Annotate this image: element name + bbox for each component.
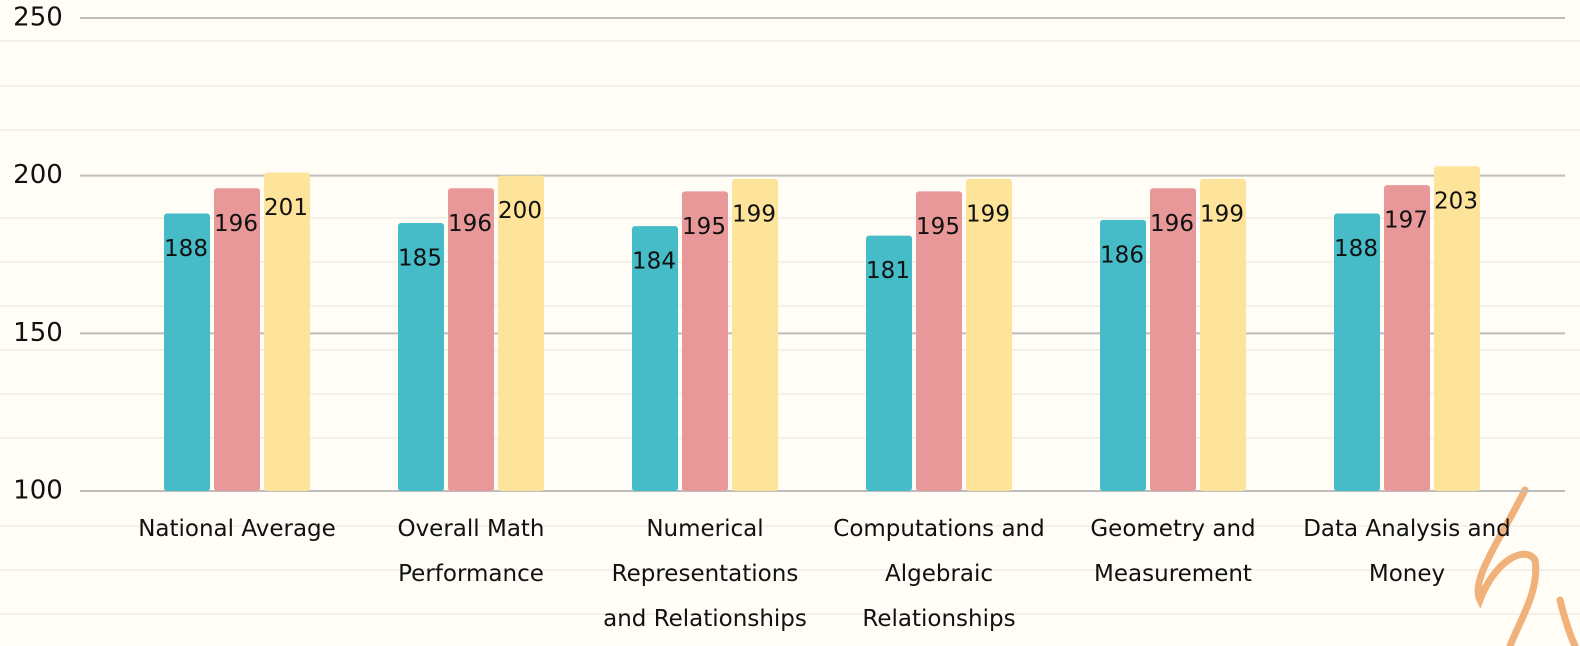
value-label: 200 bbox=[498, 198, 542, 224]
bar bbox=[1384, 185, 1430, 492]
bar bbox=[398, 222, 444, 491]
value-label: 199 bbox=[1200, 201, 1244, 227]
value-label: 196 bbox=[1150, 211, 1194, 237]
y-tick-label: 150 bbox=[13, 318, 63, 348]
value-label: 188 bbox=[164, 236, 208, 262]
value-label: 197 bbox=[1384, 208, 1428, 234]
value-label: 196 bbox=[214, 211, 258, 237]
value-label: 181 bbox=[866, 258, 910, 284]
value-label: 188 bbox=[1334, 236, 1378, 262]
x-tick-label: National Average bbox=[138, 516, 336, 542]
bar bbox=[164, 213, 210, 492]
bar bbox=[264, 172, 310, 491]
x-tick-label: Data Analysis and Money bbox=[1303, 516, 1511, 587]
paper-lines bbox=[0, 40, 1580, 615]
bar bbox=[966, 178, 1012, 491]
bar bbox=[866, 235, 912, 491]
value-label: 203 bbox=[1434, 189, 1478, 215]
bar bbox=[916, 191, 962, 491]
decoration bbox=[1474, 486, 1579, 646]
x-tick-label: Computations and Algebraic Relationships bbox=[833, 516, 1045, 632]
bar bbox=[214, 188, 260, 491]
value-label: 201 bbox=[264, 195, 308, 221]
bar bbox=[1100, 219, 1146, 491]
value-label: 195 bbox=[682, 214, 726, 240]
bar bbox=[1150, 188, 1196, 491]
x-tick-label: Geometry and Measurement bbox=[1090, 516, 1256, 587]
bar bbox=[448, 188, 494, 491]
bar bbox=[498, 175, 544, 491]
bar bbox=[632, 226, 678, 491]
bar bbox=[732, 178, 778, 491]
bar bbox=[1434, 166, 1480, 491]
bar bbox=[1200, 178, 1246, 491]
value-label: 185 bbox=[398, 245, 442, 271]
bar bbox=[682, 191, 728, 491]
value-label: 195 bbox=[916, 214, 960, 240]
y-tick-label: 200 bbox=[13, 160, 63, 190]
x-tick-label: Numerical Representations and Relationsh… bbox=[603, 516, 807, 632]
x-tick-label: Overall Math Performance bbox=[397, 516, 545, 587]
value-label: 186 bbox=[1100, 242, 1144, 268]
value-label: 184 bbox=[632, 249, 676, 275]
value-label: 196 bbox=[448, 211, 492, 237]
y-tick-label: 250 bbox=[13, 3, 63, 33]
value-label: 199 bbox=[732, 201, 776, 227]
y-tick-label: 100 bbox=[13, 476, 63, 506]
bar bbox=[1334, 213, 1380, 492]
value-label: 199 bbox=[966, 201, 1010, 227]
